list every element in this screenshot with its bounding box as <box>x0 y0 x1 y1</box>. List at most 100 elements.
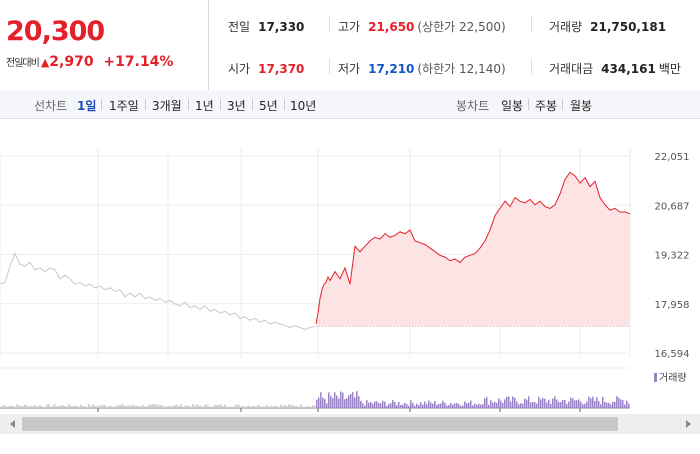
period-tab-1w[interactable]: 1주일 <box>109 99 139 113</box>
volume-bar <box>122 404 124 408</box>
period-tab-3y[interactable]: 3년 <box>227 99 246 113</box>
volume-bar <box>574 400 576 408</box>
volume-bar <box>594 400 596 408</box>
volume-bar <box>314 405 316 408</box>
volume-bar <box>548 399 550 408</box>
volume-bar <box>628 403 630 408</box>
volume-bar <box>294 406 296 408</box>
volume-bar <box>612 401 614 408</box>
volume-bar <box>178 406 180 408</box>
volume-bar <box>338 398 340 408</box>
stat-unit: 백만 <box>658 62 681 76</box>
divider <box>329 58 330 74</box>
volume-bar <box>200 405 202 408</box>
volume-bar <box>576 400 578 408</box>
volume-bar <box>606 402 608 408</box>
volume-bar <box>582 404 584 408</box>
volume-bar <box>440 403 442 408</box>
volume-bar <box>104 405 106 408</box>
volume-bar <box>366 400 368 408</box>
volume-bar <box>220 404 222 408</box>
volume-bar <box>30 405 32 408</box>
volume-bar <box>444 402 446 408</box>
volume-bar <box>318 397 320 408</box>
volume-bar <box>208 406 210 408</box>
volume-bar <box>296 405 298 408</box>
volume-bar <box>12 405 14 408</box>
y-tick-label: 17,958 <box>655 300 690 311</box>
period-tab-3m[interactable]: 3개월 <box>152 99 182 113</box>
volume-bar <box>526 399 528 408</box>
volume-bar <box>216 404 218 408</box>
volume-bar <box>202 406 204 408</box>
candle-tab-daily[interactable]: 일봉 <box>501 99 524 113</box>
stat-open: 시가 17,370 <box>228 60 304 77</box>
volume-bar <box>134 405 136 408</box>
volume-bar <box>412 402 414 408</box>
volume-bar <box>146 406 148 408</box>
volume-bar <box>96 406 98 408</box>
volume-bar <box>344 399 346 408</box>
volume-bar <box>68 404 70 408</box>
volume-bar <box>2 405 4 408</box>
volume-bar <box>184 405 186 408</box>
volume-bar <box>568 401 570 408</box>
scrollbar-thumb[interactable] <box>22 417 618 431</box>
volume-bar <box>538 396 540 408</box>
volume-bar <box>272 406 274 408</box>
volume-bar <box>264 406 266 408</box>
volume-bar <box>14 406 16 408</box>
volume-bar <box>362 403 364 408</box>
volume-bar <box>106 406 108 408</box>
volume-bar <box>168 405 170 408</box>
stat-label: 고가 <box>338 20 361 34</box>
volume-bar <box>610 404 612 408</box>
horizontal-scrollbar[interactable] <box>0 414 700 434</box>
stat-value: 17,370 <box>258 62 305 76</box>
volume-bar <box>254 406 256 408</box>
volume-bar <box>388 403 390 408</box>
volume-bar <box>170 406 172 408</box>
scroll-right-icon[interactable] <box>686 420 691 428</box>
change-percent: +17.14% <box>103 54 174 70</box>
volume-bar <box>128 405 130 408</box>
volume-bar <box>28 406 30 408</box>
volume-bar <box>120 405 122 408</box>
volume-bar <box>626 400 628 408</box>
volume-bar <box>158 404 160 408</box>
scroll-left-icon[interactable] <box>10 420 15 428</box>
stat-value: 17,330 <box>258 20 305 34</box>
volume-bar <box>316 399 318 408</box>
volume-bar <box>450 403 452 408</box>
period-tab-10y[interactable]: 10년 <box>290 99 317 113</box>
volume-bar <box>36 406 38 408</box>
divider <box>531 16 532 32</box>
volume-bar <box>304 406 306 408</box>
volume-bar <box>370 402 372 408</box>
volume-bar <box>162 405 164 408</box>
volume-bar <box>22 406 24 408</box>
candle-tab-weekly[interactable]: 주봉 <box>535 99 558 113</box>
volume-bar <box>492 402 494 408</box>
volume-bar <box>212 406 214 408</box>
volume-bar <box>18 405 20 408</box>
volume-bar <box>350 393 352 408</box>
period-tab-1d[interactable]: 1일 <box>77 99 97 113</box>
period-tab-1y[interactable]: 1년 <box>195 99 214 113</box>
volume-bar <box>198 405 200 408</box>
volume-bar <box>234 405 236 408</box>
volume-bar <box>472 405 474 408</box>
divider <box>145 99 146 110</box>
candle-tab-monthly[interactable]: 월봉 <box>570 99 593 113</box>
period-tab-5y[interactable]: 5년 <box>259 99 278 113</box>
volume-bar <box>356 391 358 408</box>
volume-bar <box>614 401 616 408</box>
volume-bar <box>308 406 310 408</box>
volume-bar <box>76 406 78 408</box>
volume-bar <box>552 398 554 408</box>
volume-bar <box>434 401 436 408</box>
volume-bar <box>84 405 86 408</box>
volume-bar <box>580 401 582 408</box>
volume-bar <box>124 406 126 408</box>
volume-bar <box>394 402 396 408</box>
